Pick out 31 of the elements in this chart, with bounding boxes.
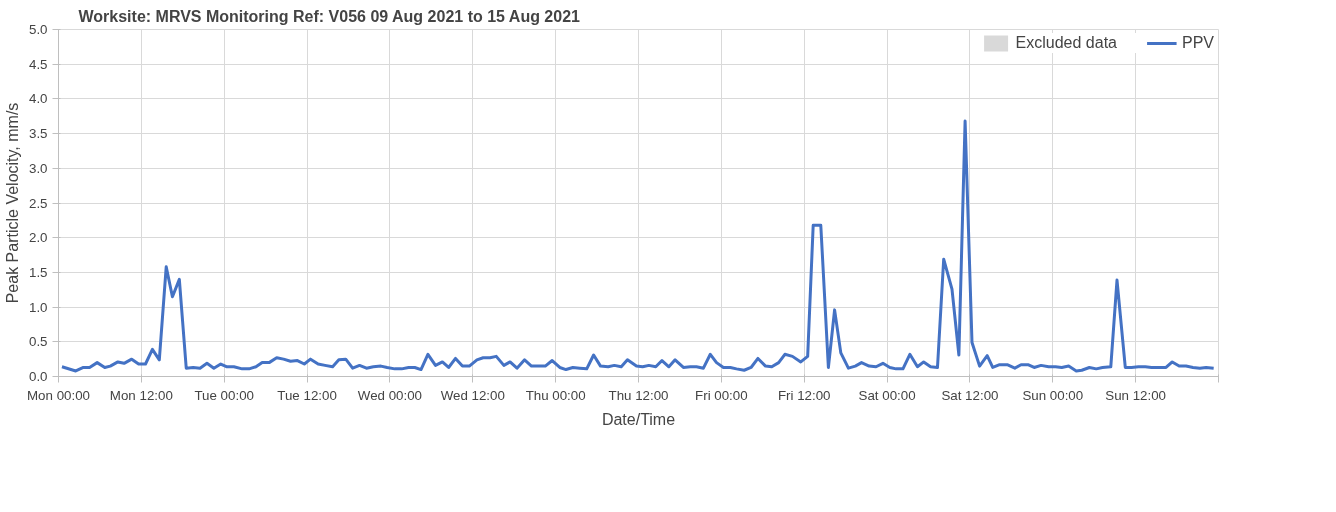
x-tick-label: Sun 00:00 <box>1022 387 1084 403</box>
x-tick-label: Thu 12:00 <box>608 387 669 403</box>
y-tick-label: 4.0 <box>28 91 48 107</box>
x-tick-label: Fri 00:00 <box>695 387 748 403</box>
x-tick-label: Mon 00:00 <box>27 387 90 403</box>
x-tick-label: Wed 12:00 <box>440 387 505 403</box>
x-tick-label: Tue 12:00 <box>277 387 337 403</box>
y-tick-label: 1.0 <box>28 299 48 315</box>
x-tick-label: Sun 12:00 <box>1105 387 1167 403</box>
x-tick-label: Sat 12:00 <box>941 387 999 403</box>
y-tick-label: 3.0 <box>28 160 48 176</box>
x-tick-label: Fri 12:00 <box>777 387 831 403</box>
line-series <box>60 119 1216 373</box>
y-tick-label: 2.5 <box>28 195 48 211</box>
x-tick-label: Mon 12:00 <box>109 387 173 403</box>
x-tick-label: Sat 00:00 <box>858 387 916 403</box>
y-tick-label: 5.0 <box>28 22 48 37</box>
x-tick-label: Wed 00:00 <box>357 387 423 403</box>
x-tick-label: Thu 00:00 <box>525 387 586 403</box>
y-tick-label: 4.5 <box>28 56 48 72</box>
y-tick-label: 2.0 <box>28 230 48 246</box>
x-tick-label: Tue 00:00 <box>194 387 254 403</box>
y-tick-label: 0.0 <box>28 369 48 384</box>
y-tick-label: 1.5 <box>28 264 48 280</box>
x-axis-title: Date/Time <box>601 410 676 428</box>
y-tick-label: 0.5 <box>28 334 48 350</box>
y-tick-label: 3.5 <box>28 126 48 142</box>
legend-label: PPV <box>1181 34 1214 52</box>
chart-title: Worksite: MRVS Monitoring Ref: V056 09 Aug 2021 to 15 Aug 2021 <box>78 7 581 25</box>
legend-label: Excluded data <box>1015 34 1117 52</box>
y-axis-title: Peak Particle Velocity, mm/s <box>3 102 21 304</box>
